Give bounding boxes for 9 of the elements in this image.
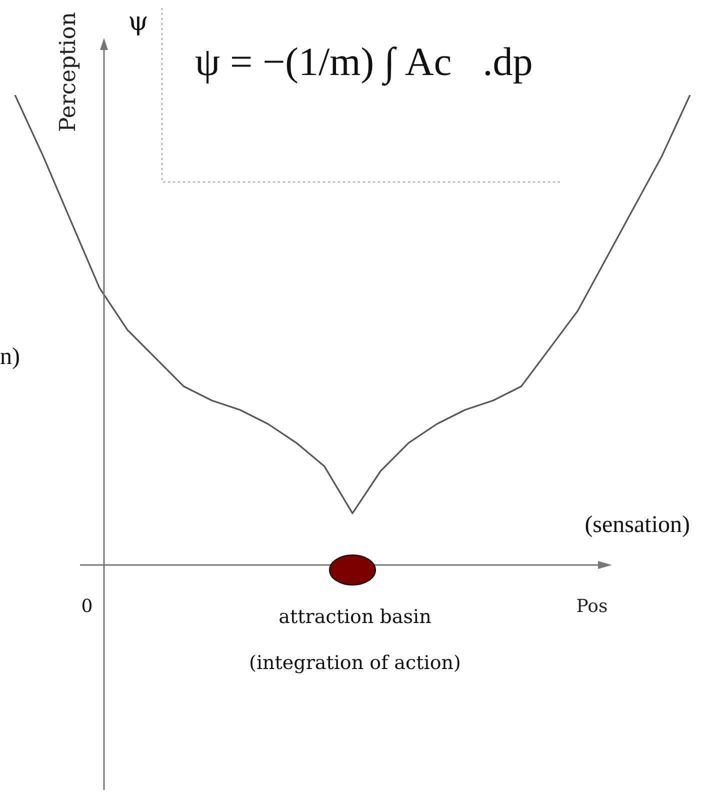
- text: attraction basin: [278, 606, 432, 628]
- text: ψ: [128, 7, 148, 37]
- text: 0: [81, 596, 93, 617]
- x-axis-title: Pos: [576, 596, 608, 617]
- annotation: (sensation): [584, 512, 690, 538]
- y-axis-title: Perception: [56, 12, 81, 132]
- annotation: n): [0, 344, 20, 370]
- text: ψ = −(1/m) ∫ Ac⃗.dp⃗: [195, 39, 564, 86]
- text: (integration of action): [249, 652, 461, 674]
